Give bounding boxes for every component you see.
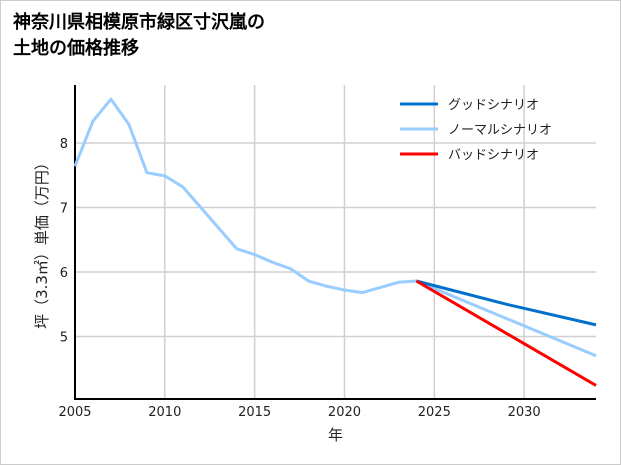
series-line-0 — [415, 279, 597, 327]
chart-title: 神奈川県相模原市緑区寸沢嵐の 土地の価格推移 — [13, 10, 265, 62]
y-tick-label: 7 — [60, 202, 68, 217]
x-tick-label: 2010 — [148, 405, 181, 420]
chart-title-line-1: 神奈川県相模原市緑区寸沢嵐の — [13, 12, 265, 33]
legend-label-2: バッドシナリオ — [448, 148, 539, 163]
legend-label-1: ノーマルシナリオ — [448, 123, 552, 138]
x-tick-label: 2005 — [58, 405, 91, 420]
y-tick-label: 8 — [60, 137, 68, 152]
y-tick-label: 6 — [60, 266, 68, 281]
x-tick-label: 2030 — [508, 405, 541, 420]
x-tick-label: 2015 — [238, 405, 271, 420]
y-tick-label: 5 — [60, 330, 68, 345]
series-line-1 — [73, 97, 597, 358]
x-axis-label: 年 — [328, 426, 343, 444]
x-tick-label: 2025 — [418, 405, 451, 420]
legend-label-0: グッドシナリオ — [448, 98, 539, 113]
series-line-2 — [415, 279, 597, 387]
x-tick-label: 2020 — [328, 405, 361, 420]
y-axis-label: 坪（3.3㎡）単価（万円） — [33, 155, 51, 329]
chart-title-line-2: 土地の価格推移 — [13, 38, 139, 59]
